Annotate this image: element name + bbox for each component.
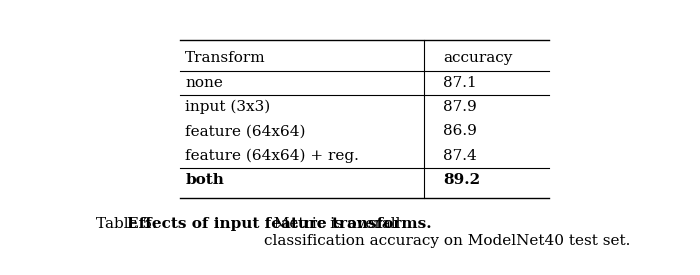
- Text: both: both: [185, 173, 224, 187]
- Text: input (3x3): input (3x3): [185, 100, 270, 114]
- Text: Metric is overall
classification accuracy on ModelNet40 test set.: Metric is overall classification accurac…: [264, 218, 630, 248]
- Text: 89.2: 89.2: [443, 173, 480, 187]
- Text: none: none: [185, 76, 223, 90]
- Text: feature (64x64) + reg.: feature (64x64) + reg.: [185, 148, 359, 163]
- Text: Transform: Transform: [185, 51, 266, 65]
- Text: Table 5.: Table 5.: [96, 218, 162, 232]
- Text: 87.1: 87.1: [443, 76, 477, 90]
- Text: 86.9: 86.9: [443, 125, 477, 139]
- Text: 87.4: 87.4: [443, 149, 477, 163]
- Text: feature (64x64): feature (64x64): [185, 125, 306, 139]
- Text: 87.9: 87.9: [443, 100, 477, 114]
- Text: accuracy: accuracy: [443, 51, 512, 65]
- Text: Effects of input feature transforms.: Effects of input feature transforms.: [127, 218, 432, 232]
